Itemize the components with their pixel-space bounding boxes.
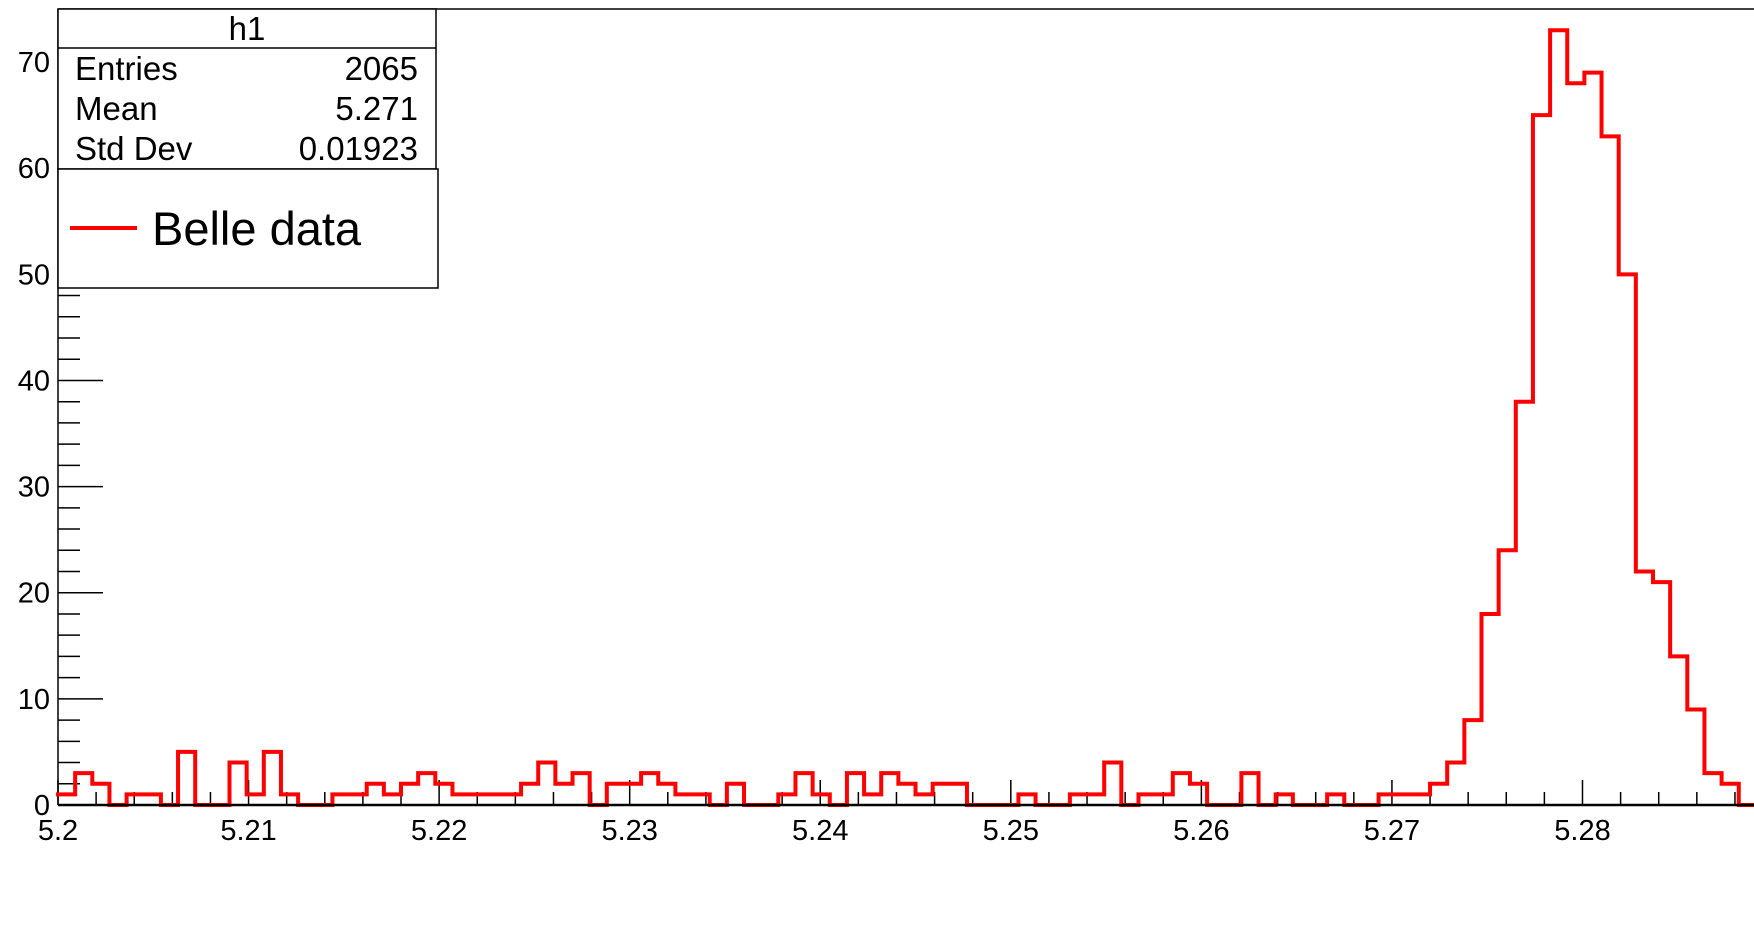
- stats-value-std-dev: 0.01923: [299, 130, 418, 167]
- x-tick-label: 5.2: [38, 815, 78, 847]
- stats-label-entries: Entries: [75, 50, 178, 87]
- x-tick-label: 5.27: [1364, 815, 1420, 847]
- series-layer: [56, 28, 1754, 807]
- x-tick-label: 5.26: [1173, 815, 1229, 847]
- y-tick-label: 0: [34, 790, 50, 822]
- x-tick-label: 5.22: [411, 815, 467, 847]
- y-tick-label: 40: [18, 365, 50, 397]
- series-line-belle-data: [56, 28, 1754, 807]
- x-tick-label: 5.28: [1554, 815, 1610, 847]
- stats-box: h1 Entries 2065 Mean 5.271 Std Dev 0.019…: [57, 8, 437, 170]
- legend-label-belle-data: Belle data: [152, 202, 362, 255]
- y-tick-label: 10: [18, 684, 50, 716]
- x-tick-label: 5.25: [983, 815, 1039, 847]
- y-tick-label: 20: [18, 578, 50, 610]
- y-tick-label: 60: [18, 153, 50, 185]
- x-tick-label: 5.24: [792, 815, 848, 847]
- stats-value-entries: 2065: [345, 50, 418, 87]
- y-tick-label: 70: [18, 47, 50, 79]
- y-tick-label: 30: [18, 472, 50, 504]
- x-tick-label: 5.23: [601, 815, 657, 847]
- stats-box-title: h1: [229, 10, 266, 47]
- x-tick-label: 5.21: [220, 815, 276, 847]
- stats-label-mean: Mean: [75, 90, 158, 127]
- stats-value-mean: 5.271: [335, 90, 418, 127]
- y-tick-label: 50: [18, 259, 50, 291]
- stats-label-std-dev: Std Dev: [75, 130, 193, 167]
- legend: Belle data: [57, 168, 439, 289]
